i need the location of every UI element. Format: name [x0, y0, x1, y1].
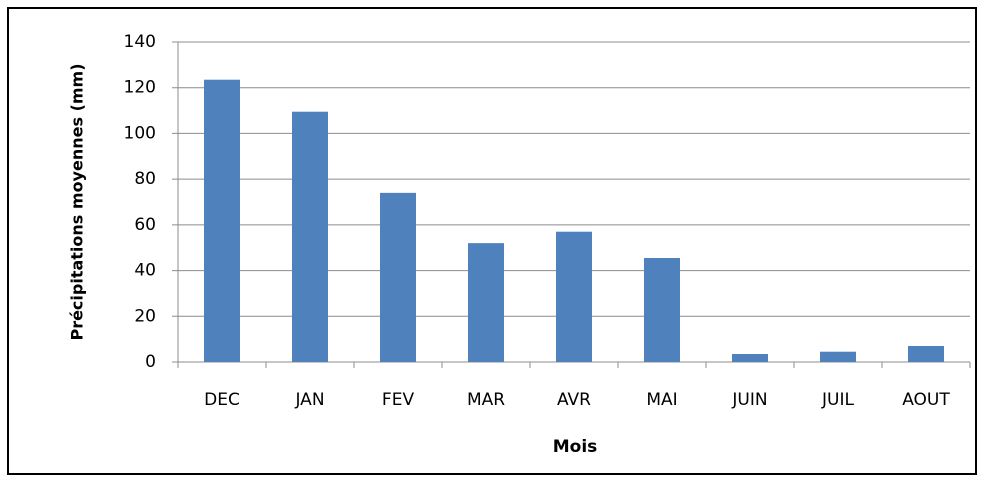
bar: [556, 231, 592, 362]
chart-border: [7, 7, 977, 475]
bar: [204, 79, 240, 362]
x-tick-label: AOUT: [902, 390, 950, 410]
y-tick-label: 0: [145, 352, 156, 372]
y-tick-label: 100: [124, 123, 156, 143]
x-tick-label: AVR: [557, 390, 591, 410]
x-tick-label: JUIN: [731, 390, 767, 410]
x-tick-label: MAI: [646, 390, 677, 410]
bar: [732, 354, 768, 362]
x-tick-label: DEC: [204, 390, 240, 410]
y-tick-label: 80: [134, 169, 156, 189]
y-tick-label: 140: [124, 32, 156, 52]
x-tick-label: MAR: [467, 390, 505, 410]
bar: [468, 243, 504, 362]
bar: [292, 111, 328, 362]
x-tick-label: FEV: [382, 390, 415, 410]
y-tick-label: 120: [124, 78, 156, 98]
y-tick-label: 20: [134, 306, 156, 326]
bar: [908, 346, 944, 362]
y-tick-label: 60: [134, 215, 156, 235]
y-tick-label: 40: [134, 261, 156, 281]
x-axis-title: Mois: [553, 437, 598, 457]
bar: [380, 192, 416, 362]
x-tick-label: JAN: [294, 390, 324, 410]
bar: [820, 351, 856, 362]
x-tick-label: JUIL: [821, 390, 854, 410]
y-axis-title: Précipitations moyennes (mm): [68, 63, 87, 340]
bar: [644, 258, 680, 362]
